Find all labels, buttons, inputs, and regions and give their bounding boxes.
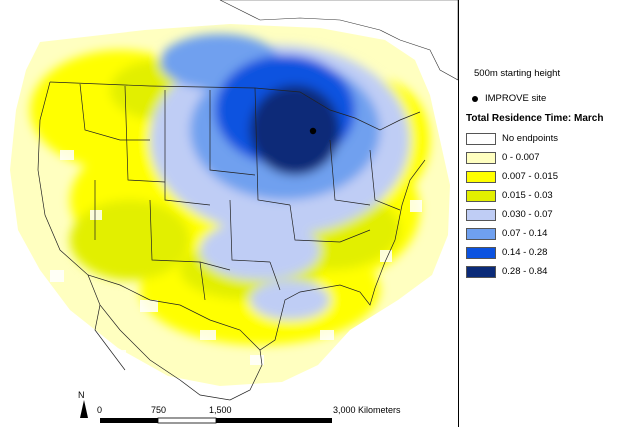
legend-swatch [466, 189, 496, 202]
legend-class-label: 0.07 - 0.14 [502, 228, 548, 239]
legend-classes: No endpoints 0 - 0.007 0.007 - 0.015 0.015 … [466, 129, 558, 281]
legend-site-label: IMPROVE site [485, 93, 547, 104]
legend-class-2: 0.007 - 0.015 [466, 167, 558, 186]
map-frame-divider [458, 0, 459, 427]
legend-class-5: 0.07 - 0.14 [466, 224, 558, 243]
legend-swatch [466, 227, 496, 240]
boundaries [37, 81, 426, 351]
scale-tick-750: 750 [151, 405, 166, 415]
mexico-outline [87, 274, 263, 401]
legend-class-3: 0.015 - 0.03 [466, 186, 558, 205]
residence-time-map: N 0 750 1,500 3,000 Kilometers [10, 0, 458, 424]
scale-tick-0: 0 [97, 405, 102, 415]
legend-title: Total Residence Time: March [466, 113, 604, 124]
north-arrow: N [78, 390, 88, 418]
legend-class-0: No endpoints [466, 129, 558, 148]
legend-class-label: 0.015 - 0.03 [502, 190, 553, 201]
scale-tick-3000: 3,000 Kilometers [333, 405, 401, 415]
improve-site-marker [309, 127, 317, 135]
legend-class-label: 0 - 0.007 [502, 152, 540, 163]
legend-class-4: 0.030 - 0.07 [466, 205, 558, 224]
scale-bar: 0 750 1,500 3,000 Kilometers [97, 405, 401, 424]
legend-site-entry: IMPROVE site [472, 93, 546, 104]
legend-class-label: 0.14 - 0.28 [502, 247, 548, 258]
legend-class-7: 0.28 - 0.84 [466, 262, 558, 281]
legend-class-6: 0.14 - 0.28 [466, 243, 558, 262]
legend-swatch [466, 265, 496, 278]
north-arrow-label: N [78, 390, 85, 400]
legend-swatch [466, 246, 496, 259]
land-background [219, 0, 458, 81]
site-dot-icon [472, 95, 478, 102]
legend-swatch [466, 151, 496, 164]
legend-class-label: 0.007 - 0.015 [502, 171, 558, 182]
legend-swatch [466, 208, 496, 221]
residence-time-field [10, 24, 450, 386]
legend-swatch [466, 170, 496, 183]
legend-class-1: 0 - 0.007 [466, 148, 558, 167]
starting-height-note: 500m starting height [474, 68, 561, 79]
legend-swatch [466, 132, 496, 145]
legend-class-label: No endpoints [502, 133, 558, 144]
legend-class-label: 0.030 - 0.07 [502, 209, 553, 220]
scale-tick-1500: 1,500 [209, 405, 232, 415]
legend-class-label: 0.28 - 0.84 [502, 266, 548, 277]
